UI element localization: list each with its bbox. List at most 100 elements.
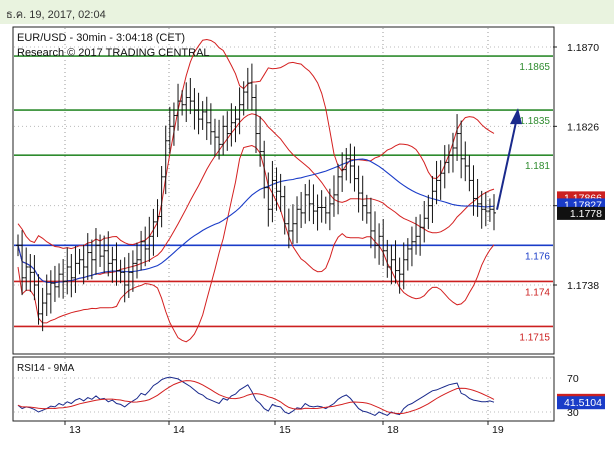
price-bar [98,234,103,267]
rsi-badge-label: 41.5104 [564,397,602,409]
time-tick-label: 13 [69,424,81,436]
level-label: 1.181 [525,161,550,172]
rsi-title: RSI14 - 9MA [17,363,75,374]
price-bar [73,246,78,293]
price-bar [426,194,431,230]
date-bar: ธ.ค. 19, 2017, 02:04 [0,0,614,24]
price-bar [418,214,423,256]
price-bar [147,216,152,262]
forecast-arrow-head [510,108,522,125]
price-bar [180,90,185,116]
price-bar [487,198,492,222]
price-bar [93,228,98,275]
price-bar [344,147,349,181]
price-bar [135,242,139,279]
lower-band [17,144,495,343]
price-bars [16,63,496,332]
price-bar [356,165,361,213]
time-tick-label: 14 [173,424,185,436]
price-badge-box [557,206,605,220]
price-bar [430,176,435,223]
price-bar [20,230,25,296]
price-bar [204,96,209,141]
price-bar [143,226,148,267]
price-bar [299,191,304,229]
price-bar [126,252,131,298]
price-bar [463,141,468,182]
price-bar [212,118,217,157]
price-bar [44,274,49,317]
price-bar [467,155,472,192]
grid-lines [14,28,553,420]
price-bar [24,247,29,291]
price-bar [122,257,127,303]
price-bar [188,78,193,115]
price-bar [319,190,324,223]
price-bar [315,194,320,231]
level-label: 1.1715 [519,332,550,343]
price-bar [348,143,353,184]
price-bar [266,172,271,227]
level-label: 1.176 [525,251,550,262]
price-bar [118,259,123,284]
price-bar [163,125,168,195]
price-bar [61,259,66,299]
price-bar [184,82,189,123]
forecast-arrow [496,108,522,210]
price-bar [77,248,82,275]
price-bar [130,250,135,292]
price-bar [360,175,365,221]
price-bar [385,239,390,278]
price-bar [340,152,345,192]
price-bar [36,274,41,325]
price-bar [89,239,94,280]
price-bar [225,111,230,151]
price-bar [48,270,53,314]
price-tick-label: 1.1870 [567,42,599,54]
price-bar [368,197,373,249]
price-bar [278,173,283,212]
price-badge-label: 1.1778 [570,208,602,220]
price-bar [381,219,386,266]
price-bar [336,163,341,215]
time-tick-label: 18 [387,424,399,436]
price-bar [32,255,37,301]
price-bar [159,166,164,228]
price-bar [364,194,369,224]
price-bar [151,208,156,256]
price-bar [270,160,275,223]
price-bar [274,167,279,211]
price-bar [221,115,226,156]
level-label: 1.1835 [519,116,550,127]
time-tick-label: 15 [279,424,291,436]
chart-subtitle: Research © 2017 TRADING CENTRAL [17,47,210,59]
price-bar [479,190,484,229]
level-lines: 1.1865 1.1835 1.181 1.176 1.174 1.1715 [14,55,553,343]
forecast-arrow-shaft [496,121,517,210]
price-bar [176,83,181,131]
price-bar [492,194,496,231]
price-bar [241,81,246,116]
level-label: 1.1865 [519,62,550,73]
price-bar [167,106,172,154]
price-bar [65,247,70,295]
price-bar [245,67,250,110]
price-bar [69,253,74,298]
price-bar [389,244,394,285]
price-bar [401,242,406,290]
price-tick-label: 1.1738 [567,280,599,292]
price-bar [405,238,410,271]
price-bar [290,204,295,244]
price-bar [331,175,336,217]
price-bar [102,235,107,274]
price-bar [229,103,234,147]
price-bar [446,144,451,174]
rsi-tick-label: 70 [567,373,579,385]
chart-title: EUR/USD - 30min - 3:04:18 (CET) [17,32,185,44]
price-bar [114,242,119,286]
price-bar [200,101,205,130]
price-bar [471,165,476,216]
price-bar [196,92,201,135]
price-bar [397,257,402,294]
